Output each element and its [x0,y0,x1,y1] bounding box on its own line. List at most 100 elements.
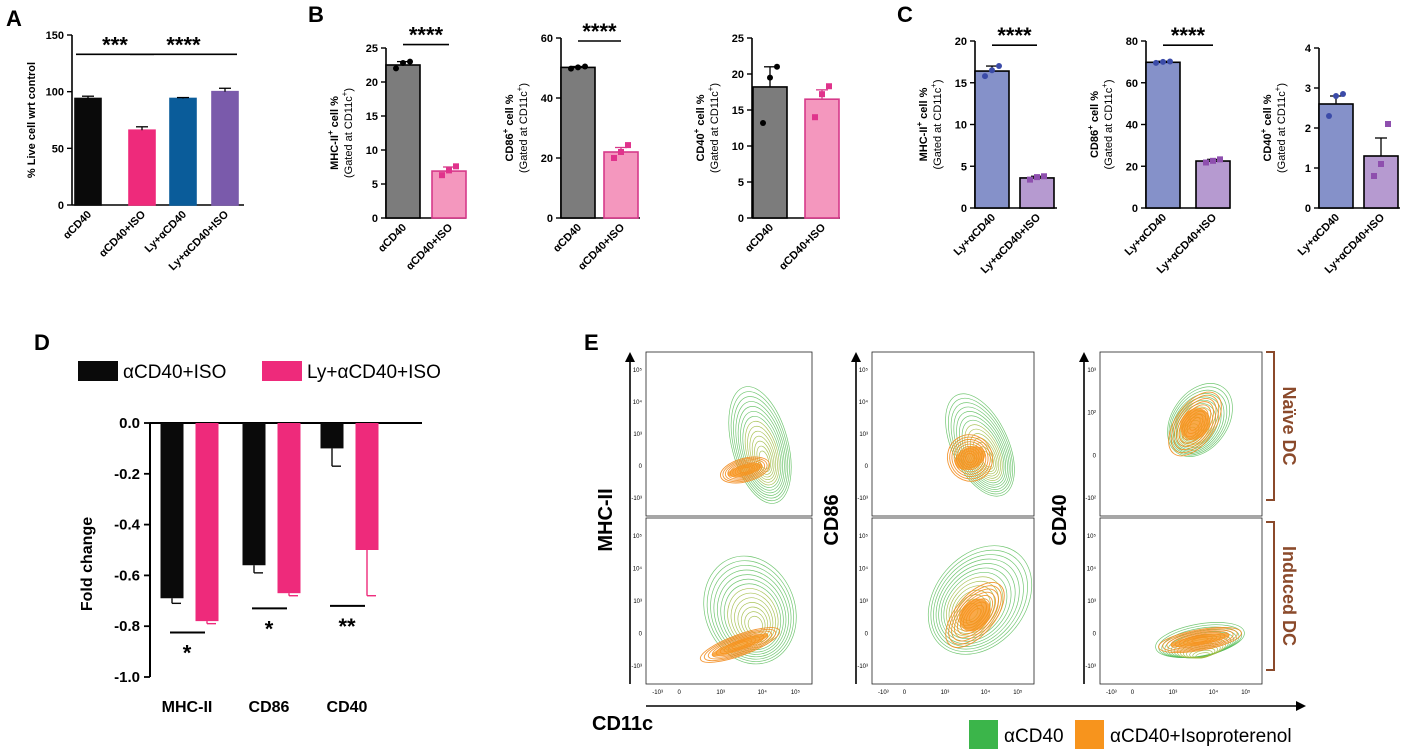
y-axis-sublabel: (Gated at CD11c+) [706,83,721,173]
flow-plot-frame [871,351,1035,517]
row-label: Induced DC [1279,546,1299,646]
y-tick-label: 10³ [859,432,868,438]
x-category-label: αCD40 [551,222,584,255]
data-point [767,74,773,81]
y-axis-sublabel-end: ) [343,88,355,92]
y-tick-label: 10³ [1087,368,1096,374]
y-tick-label: 20 [541,153,553,165]
x-category-label: Ly+αCD40 [1123,212,1169,258]
contour-orange [951,588,999,642]
contour-core [1170,632,1230,648]
y-tick-label: 80 [1126,36,1138,48]
data-point [1371,173,1377,179]
data-point [774,63,780,70]
y-tick-label: 10⁵ [859,367,869,374]
y-axis-label: Fold change [79,517,96,611]
y-tick-label: 20 [366,77,378,89]
y-tick-label: 10⁵ [1087,533,1097,540]
legend-swatch [1075,720,1104,749]
y-tick-label: 4 [1305,43,1312,55]
y-axis-label-marker: MHC-II [329,135,341,170]
y-tick-label: 0 [961,203,967,215]
y-axis-arrowhead [1079,352,1089,362]
y-axis-label-marker: CD40 [695,133,707,161]
x-category-label: CD86 [249,699,290,716]
x-category-label: αCD40+ISO [97,208,148,259]
y-tick-label: -0.2 [114,466,140,483]
y-axis-label: MHC-II [595,488,617,551]
y-tick-label: 2 [1305,123,1311,135]
y-tick-label: 10 [366,145,378,157]
x-category-label: αCD40+ISO [576,221,627,272]
contour-green [1170,389,1228,455]
fold-change-chart: αCD40+ISO Ly+αCD40+ISO 0.0 -0.2 -0.4 -0.6 -0.8… [78,361,441,716]
legend-swatch [78,361,118,381]
y-tick-label: 0 [865,632,869,638]
y-tick-label: 5 [372,179,378,191]
x-category-label: αCD40 [376,222,409,255]
y-axis-label: CD86+ cell % [1086,91,1101,158]
data-point [1340,91,1346,97]
contour-green [737,406,785,494]
contour-orange [703,628,777,662]
x-category-label: αCD40+ISO [777,221,828,272]
y-axis-sublabel-text: (Gated at CD11c [932,87,944,169]
contour-orange [1168,391,1222,457]
flow-plot-frame [645,517,813,685]
flow-plot: 10⁵ 10⁴ 10³ 0 -10³ [857,351,1035,517]
panel-letter-d: D [34,330,50,355]
row-label: Naïve DC [1279,386,1299,465]
y-axis-sublabel-text: (Gated at CD11c [343,96,355,178]
data-point [1167,58,1173,65]
y-tick-label: 10⁵ [859,533,869,540]
bar [160,423,184,599]
y-tick-label: 25 [366,43,378,55]
y-tick-label: 10⁴ [1087,566,1097,573]
data-point [625,142,631,149]
contour-green [747,425,778,483]
y-tick-label: 10⁴ [633,566,643,573]
x-tick-label: -10³ [878,690,889,696]
data-point [812,114,818,121]
x-tick-label: 10³ [716,690,725,696]
y-tick-label: 10³ [633,432,642,438]
y-tick-label: -0.4 [114,517,141,534]
y-axis-label-rest: cell % [695,94,707,128]
y-axis-sublabel-end: ) [1276,83,1288,87]
y-axis-label: MHC-II+ cell % [915,87,930,161]
flow-plot-frame [1099,517,1263,685]
y-tick-label: 10³ [633,599,642,605]
contour-orange [1166,629,1234,651]
y-axis-label: CD40+ cell % [1259,94,1274,161]
legend-label: αCD40+ISO [123,362,226,383]
y-tick-label: -0.6 [114,567,140,584]
x-axis-label: CD11c [592,713,653,735]
y-tick-label: 0 [547,213,553,225]
data-point [611,155,617,161]
data-point [1041,173,1047,180]
contour-green [706,560,795,662]
y-axis-label: % Live cell wrt control [26,62,38,178]
contour-green [720,578,784,653]
contour-orange [949,436,991,480]
data-point [996,63,1002,70]
flow-plot-frame [871,517,1035,685]
contour-green [733,396,789,499]
legend-label: αCD40 [1004,726,1064,747]
y-tick-label: 10⁴ [859,566,869,573]
contour-orange [699,627,781,663]
x-category-label: αCD40+ISO [404,221,455,272]
y-tick-label: 20 [732,69,744,81]
contour-green [735,401,787,496]
flow-plot: -10³ 0 10³ 10⁴ 10⁵ 10⁵ 10⁴ 10³ 0 -10³ [1085,517,1263,696]
data-point [1385,121,1391,127]
data-point [393,65,399,72]
y-tick-label: 5 [961,161,967,173]
y-tick-label: 0 [372,213,378,225]
data-point [1210,157,1216,164]
y-tick-label: 0 [738,213,744,225]
contour-core [727,463,763,477]
